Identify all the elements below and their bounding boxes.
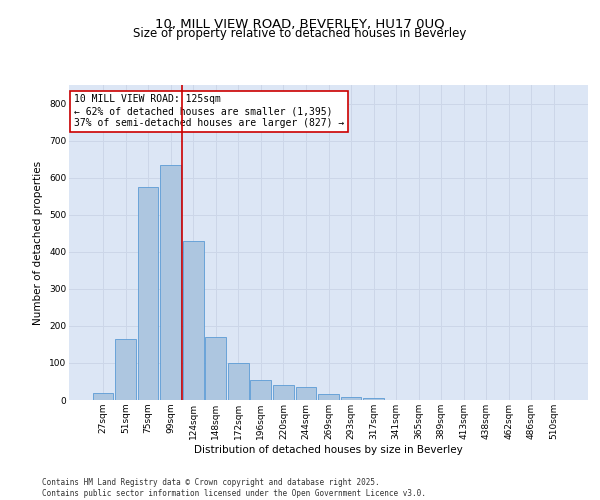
Bar [115,339,136,400]
Bar [92,392,113,400]
Bar [363,398,384,400]
Bar [318,394,339,400]
Bar [341,397,361,400]
Bar [273,385,294,400]
Bar [160,164,181,400]
X-axis label: Distribution of detached houses by size in Beverley: Distribution of detached houses by size … [194,444,463,454]
Bar [296,387,316,400]
Text: 10 MILL VIEW ROAD: 125sqm
← 62% of detached houses are smaller (1,395)
37% of se: 10 MILL VIEW ROAD: 125sqm ← 62% of detac… [74,94,344,128]
Text: Contains HM Land Registry data © Crown copyright and database right 2025.
Contai: Contains HM Land Registry data © Crown c… [42,478,426,498]
Text: 10, MILL VIEW ROAD, BEVERLEY, HU17 0UQ: 10, MILL VIEW ROAD, BEVERLEY, HU17 0UQ [155,18,445,30]
Text: Size of property relative to detached houses in Beverley: Size of property relative to detached ho… [133,28,467,40]
Y-axis label: Number of detached properties: Number of detached properties [34,160,43,324]
Bar [137,187,158,400]
Bar [250,380,271,400]
Bar [228,363,248,400]
Bar [183,240,203,400]
Bar [205,337,226,400]
